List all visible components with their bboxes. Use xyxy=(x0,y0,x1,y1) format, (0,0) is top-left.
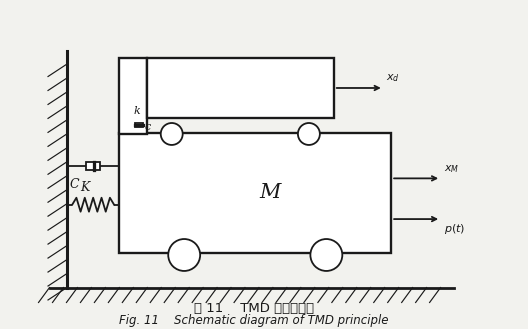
Circle shape xyxy=(310,239,342,271)
Text: Fig. 11    Schematic diagram of TMD principle: Fig. 11 Schematic diagram of TMD princip… xyxy=(119,315,389,327)
Bar xyxy=(119,133,391,253)
Bar xyxy=(86,163,100,170)
Bar xyxy=(135,123,143,128)
Text: m: m xyxy=(232,80,248,96)
Text: $x_d$: $x_d$ xyxy=(386,72,400,84)
Text: $p(t)$: $p(t)$ xyxy=(444,221,465,236)
Circle shape xyxy=(168,239,200,271)
Text: C: C xyxy=(70,178,79,191)
Text: $x_M$: $x_M$ xyxy=(444,163,459,175)
Text: 图 11    TMD 原理示意图: 图 11 TMD 原理示意图 xyxy=(194,302,314,315)
Text: k: k xyxy=(134,106,140,116)
Circle shape xyxy=(298,123,320,145)
Bar xyxy=(119,58,147,134)
Text: M: M xyxy=(260,183,281,202)
Text: K: K xyxy=(81,181,90,194)
Bar xyxy=(147,58,334,118)
Circle shape xyxy=(161,123,183,145)
Text: c: c xyxy=(144,122,150,132)
